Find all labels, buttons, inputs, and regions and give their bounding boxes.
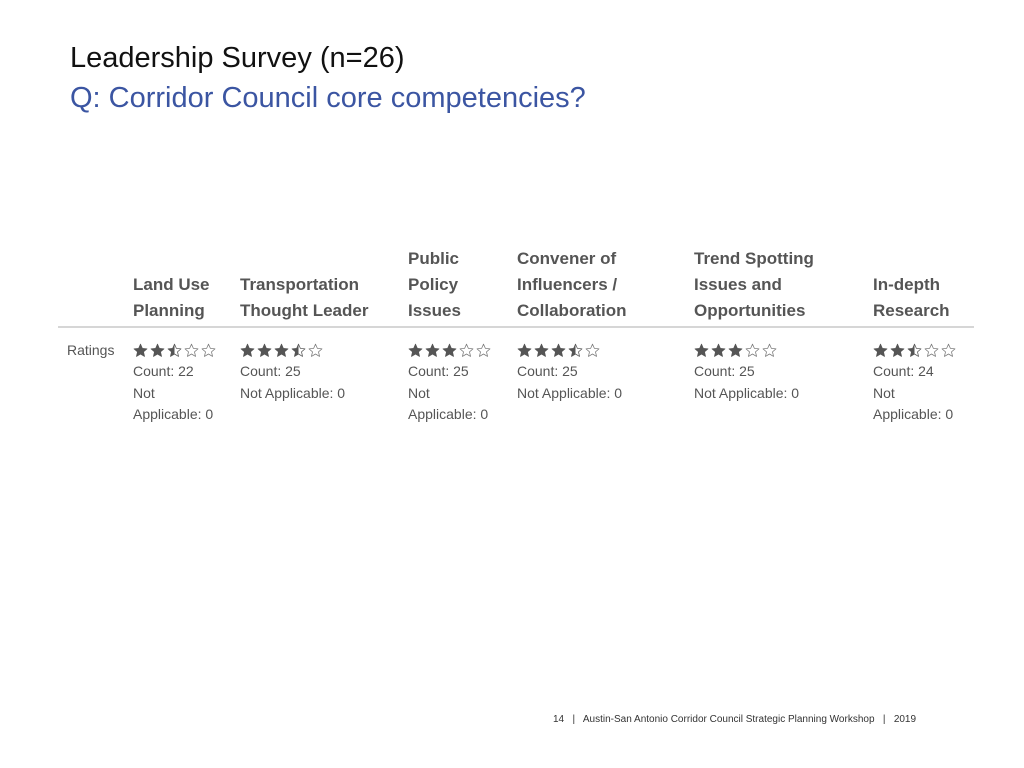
star-full-icon	[694, 343, 709, 358]
page-number: 14	[553, 714, 565, 725]
star-empty-icon	[762, 343, 777, 358]
star-full-icon	[551, 343, 566, 358]
ratings-row: Ratings Count: 22 Not Applicable: 0 Coun…	[58, 328, 974, 438]
slide-subtitle: Q: Corridor Council core competencies?	[70, 82, 586, 114]
rating-cell-land-use-planning: Count: 22 Not Applicable: 0	[133, 340, 216, 426]
not-applicable-text: Not Applicable: 0	[517, 384, 623, 401]
star-empty-icon	[201, 343, 216, 358]
star-rating	[408, 340, 491, 360]
star-rating	[517, 340, 622, 360]
column-header-transportation: Transportation Thought Leader	[240, 275, 369, 320]
survey-results-table: Land Use Planning Transportation Thought…	[58, 240, 974, 438]
star-full-icon	[890, 343, 905, 358]
slide-footer: 14 | Austin-San Antonio Corridor Council…	[553, 714, 916, 725]
star-half-icon	[907, 343, 922, 358]
rating-cell-transportation: Count: 25 Not Applicable: 0	[240, 340, 345, 404]
star-full-icon	[425, 343, 440, 358]
count-text: Count: 22	[133, 363, 194, 379]
star-full-icon	[240, 343, 255, 358]
column-header-land-use-planning: Land Use Planning	[133, 275, 210, 320]
footer-separator: |	[572, 714, 576, 725]
star-full-icon	[274, 343, 289, 358]
not-applicable-text: Not Applicable: 0	[873, 384, 954, 423]
star-empty-icon	[308, 343, 323, 358]
star-full-icon	[408, 343, 423, 358]
column-header-public-policy: Public Policy Issues	[408, 249, 461, 320]
header-divider	[58, 326, 974, 328]
star-rating	[873, 340, 956, 360]
not-applicable-text: Not Applicable: 0	[694, 384, 800, 401]
column-headers: Land Use Planning Transportation Thought…	[58, 240, 974, 324]
star-empty-icon	[184, 343, 199, 358]
star-full-icon	[150, 343, 165, 358]
star-rating	[133, 340, 216, 360]
star-empty-icon	[745, 343, 760, 358]
footer-year: 2019	[893, 714, 917, 725]
ratings-row-label: Ratings	[67, 342, 115, 358]
not-applicable-text: Not Applicable: 0	[240, 384, 346, 401]
star-half-icon	[167, 343, 182, 358]
count-text: Count: 25	[517, 363, 578, 379]
star-empty-icon	[924, 343, 939, 358]
column-header-convener: Convener of Influencers / Collaboration	[517, 249, 627, 320]
star-full-icon	[534, 343, 549, 358]
star-half-icon	[568, 343, 583, 358]
footer-separator: |	[882, 714, 886, 725]
star-full-icon	[728, 343, 743, 358]
footer-text: Austin-San Antonio Corridor Council Stra…	[582, 714, 875, 725]
rating-cell-in-depth-research: Count: 24 Not Applicable: 0	[873, 340, 956, 426]
count-text: Count: 24	[873, 363, 934, 379]
count-text: Count: 25	[240, 363, 301, 379]
star-empty-icon	[941, 343, 956, 358]
star-rating	[694, 340, 799, 360]
count-text: Count: 25	[408, 363, 469, 379]
column-header-in-depth-research: In-depth Research	[873, 275, 950, 320]
star-empty-icon	[585, 343, 600, 358]
not-applicable-text: Not Applicable: 0	[133, 384, 214, 423]
star-full-icon	[257, 343, 272, 358]
star-empty-icon	[459, 343, 474, 358]
star-full-icon	[517, 343, 532, 358]
slide-title: Leadership Survey (n=26)	[70, 42, 405, 74]
count-text: Count: 25	[694, 363, 755, 379]
star-full-icon	[711, 343, 726, 358]
star-empty-icon	[476, 343, 491, 358]
column-header-trend-spotting: Trend Spotting Issues and Opportunities	[694, 249, 814, 320]
rating-cell-trend-spotting: Count: 25 Not Applicable: 0	[694, 340, 799, 404]
star-full-icon	[873, 343, 888, 358]
not-applicable-text: Not Applicable: 0	[408, 384, 489, 423]
star-rating	[240, 340, 345, 360]
rating-cell-convener: Count: 25 Not Applicable: 0	[517, 340, 622, 404]
star-full-icon	[133, 343, 148, 358]
rating-cell-public-policy: Count: 25 Not Applicable: 0	[408, 340, 491, 426]
star-half-icon	[291, 343, 306, 358]
star-full-icon	[442, 343, 457, 358]
